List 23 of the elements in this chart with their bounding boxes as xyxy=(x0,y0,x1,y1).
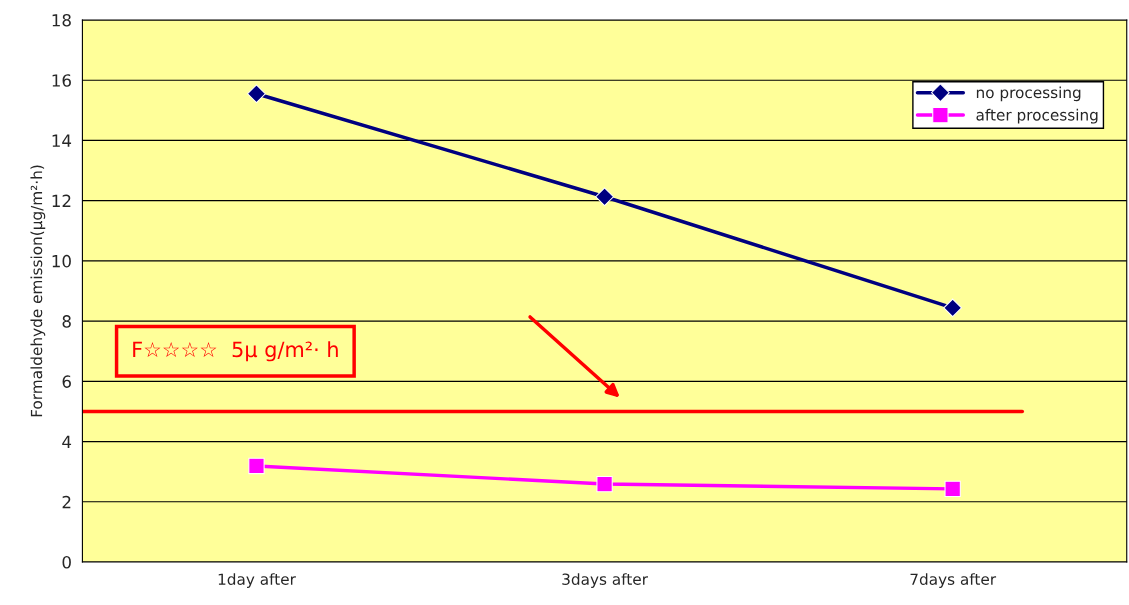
y-tick-label: 10 xyxy=(52,254,71,268)
y-tick-label: 8 xyxy=(62,315,71,328)
y-tick-label: 12 xyxy=(52,194,71,207)
y-tick-label: 0 xyxy=(62,556,71,569)
legend-label: no processing xyxy=(976,86,1081,102)
x-tick-label: 7days after xyxy=(910,573,997,588)
y-tick-label: 6 xyxy=(62,375,71,388)
x-tick-label: 3days after xyxy=(562,573,648,588)
y-tick-label: 18 xyxy=(52,13,71,27)
y-tick-label: 2 xyxy=(62,495,71,509)
point xyxy=(595,187,614,207)
y-tick-label: 14 xyxy=(52,134,72,147)
y-tick-label: 16 xyxy=(52,74,71,87)
ref-line-label: F☆☆☆☆ 5μ g/m²· h xyxy=(133,341,338,362)
point xyxy=(596,475,613,493)
point xyxy=(247,84,266,104)
point xyxy=(944,480,961,498)
point xyxy=(248,457,265,475)
x-tick-label: 1day after xyxy=(218,573,296,588)
legend-label: after processing xyxy=(976,108,1098,124)
y-axis-title: Formaldehyde emission(μg/m²·h) xyxy=(30,165,46,417)
point xyxy=(943,298,963,318)
y-tick-label: 4 xyxy=(62,435,72,448)
